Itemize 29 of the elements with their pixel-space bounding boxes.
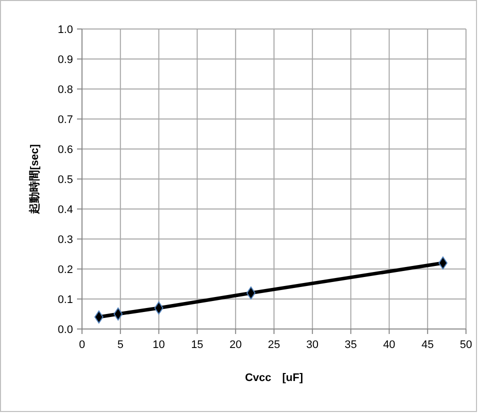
point	[114, 308, 123, 320]
x-tick-label: 50	[460, 339, 472, 351]
y-tick-label: 0.8	[58, 84, 73, 96]
y-tick-label: 0.3	[58, 234, 73, 246]
y-tick-label: 0.0	[58, 324, 73, 336]
y-tick-label: 0.1	[58, 294, 73, 306]
y-tick-label: 1.0	[58, 24, 73, 36]
x-tick-label: 40	[383, 339, 396, 351]
y-tick-label: 0.5	[58, 174, 73, 186]
y-tick-label: 0.7	[58, 114, 73, 126]
point	[438, 256, 448, 270]
x-tick-label: 45	[421, 339, 434, 351]
point	[94, 310, 104, 324]
x-tick-label: 0	[78, 339, 86, 351]
x-tick-label: 10	[152, 339, 165, 351]
y-tick-label: 0.9	[58, 54, 73, 66]
x-tick-label: 5	[117, 339, 124, 351]
point	[154, 302, 164, 314]
y-axis-title: 起動時間[sec]	[28, 144, 41, 215]
x-tick-label: 30	[306, 339, 319, 351]
y-tick-label: 0.6	[58, 144, 73, 156]
point	[246, 286, 256, 300]
x-tick-label: 25	[268, 339, 280, 351]
x-tick-label: 15	[191, 339, 204, 351]
x-tick-label: 35	[344, 339, 357, 351]
y-tick-label: 0.2	[58, 264, 73, 276]
y-tick-label: 0.4	[58, 204, 73, 216]
x-axis-title: Cvcc [uF]	[244, 372, 304, 384]
x-tick-label: 20	[229, 339, 242, 351]
